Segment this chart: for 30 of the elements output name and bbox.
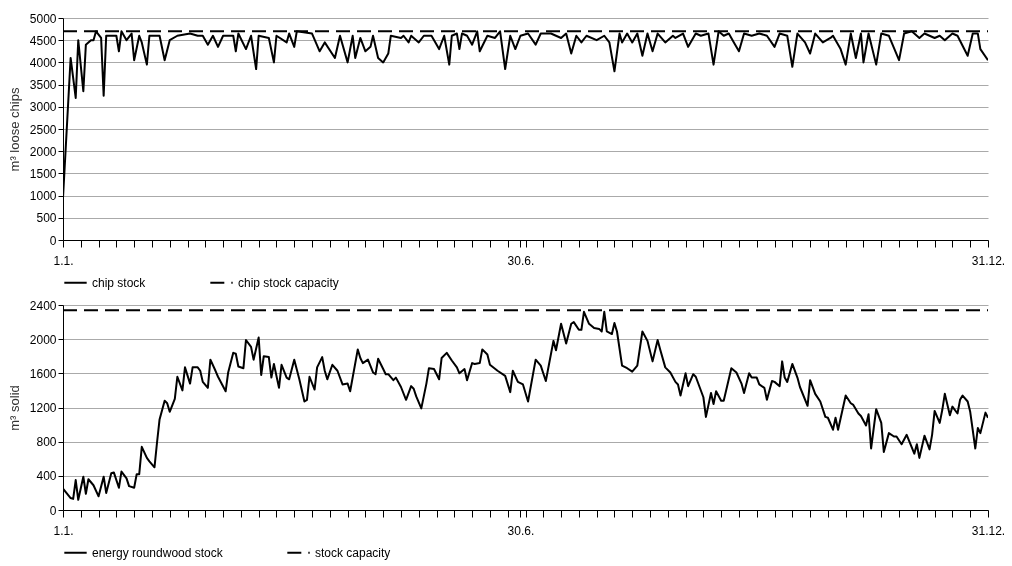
x-tick-label: 30.6.: [507, 523, 535, 538]
y-axis-title: m³ solid: [6, 385, 22, 431]
y-tick-label: 1000: [29, 189, 57, 204]
y-tick-label: 5000: [29, 11, 57, 26]
x-tick-label: 31.12.: [971, 523, 1006, 538]
y-tick-label: 0: [49, 503, 57, 518]
y-tick-label: 1500: [29, 166, 57, 181]
y-tick-label: 1200: [29, 401, 57, 415]
legend-label: chip stock capacity: [238, 275, 339, 290]
x-tick-label: 30.6.: [507, 253, 535, 268]
legend-label: stock capacity: [315, 545, 391, 560]
y-tick-label: 4500: [29, 33, 57, 48]
legend-label: energy roundwood stock: [92, 545, 224, 560]
x-tick-label: 31.12.: [971, 253, 1006, 268]
legend-label: chip stock: [92, 275, 147, 290]
y-tick-label: 2000: [29, 144, 57, 159]
y-tick-label: 3000: [29, 100, 57, 115]
y-axis-title: m³ loose chips: [6, 87, 22, 172]
y-tick-label: 1600: [29, 366, 57, 381]
y-tick-label: 2400: [29, 298, 57, 313]
x-tick-label: 1.1.: [53, 523, 74, 538]
y-tick-label: 2500: [29, 122, 57, 137]
y-tick-label: 2000: [29, 332, 57, 347]
y-tick-label: 400: [36, 469, 57, 484]
y-tick-label: 3500: [29, 78, 57, 93]
y-tick-label: 4000: [29, 55, 57, 70]
x-tick-label: 1.1.: [53, 253, 74, 268]
y-tick-label: 800: [36, 435, 57, 450]
y-tick-label: 0: [49, 233, 57, 248]
y-tick-label: 500: [36, 211, 57, 226]
